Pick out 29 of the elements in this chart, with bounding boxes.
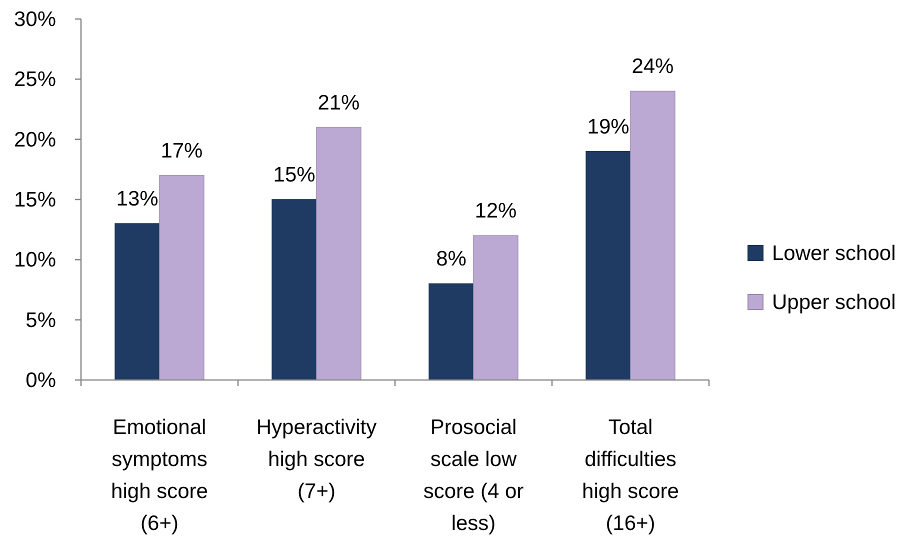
data-label: 17% [160,139,203,162]
y-tick-label: 15% [14,188,56,211]
bar [272,199,317,380]
y-tick-label: 30% [14,8,56,30]
bar [630,90,676,380]
data-label: 12% [474,200,517,223]
legend-label: Upper school [772,290,896,314]
bar [586,150,631,380]
data-label: 13% [116,188,158,211]
x-tick-label: Emotional symptoms high score (6+) [111,416,208,535]
bar [316,126,362,380]
bar [114,223,160,380]
bar [159,175,204,380]
y-tick-label: 10% [14,248,56,272]
data-label: 8% [436,248,466,271]
y-tick-label: 25% [14,68,56,91]
y-tick-label: 20% [14,128,56,151]
bar [473,235,518,380]
bar [428,283,474,380]
x-tick-label: Prosocial scale low score (4 or less) [423,416,524,535]
data-label: 21% [318,91,360,114]
y-tick-label: 0% [26,368,56,392]
x-tick-label: Total difficulties high score (16+) [582,416,679,535]
data-label: 19% [587,115,630,138]
x-tick-label: Hyperactivity high score (7+) [256,416,378,503]
legend-label: Lower school [772,242,896,264]
data-label: 15% [273,164,316,186]
data-label: 24% [632,55,674,78]
y-tick-label: 5% [26,308,56,332]
